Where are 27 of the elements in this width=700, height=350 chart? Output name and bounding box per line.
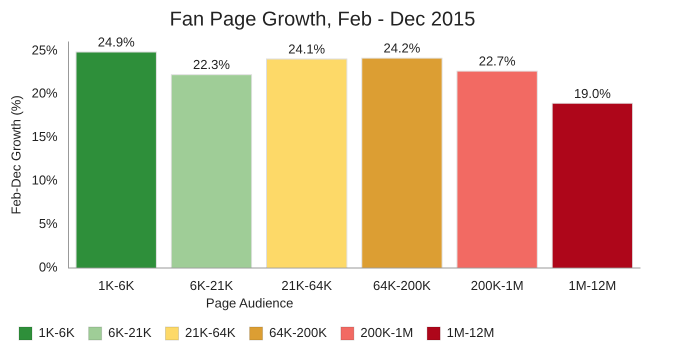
legend-label: 200K-1M: [360, 325, 414, 340]
data-label: 24.2%: [383, 40, 421, 56]
legend-label: 21K-64K: [184, 325, 236, 340]
legend-label: 1K-6K: [38, 325, 75, 340]
legend-label: 1M-12M: [446, 325, 494, 340]
x-tick-label: 6K-21K: [190, 278, 234, 294]
x-tick-label: 1K-6K: [98, 278, 135, 294]
y-tick-label: 0%: [38, 259, 58, 274]
y-tick-label: 20%: [32, 86, 58, 101]
legend-title: Page Audience: [206, 295, 294, 310]
legend-label: 6K-21K: [108, 325, 152, 340]
data-label: 24.9%: [98, 34, 136, 50]
y-tick-label: 25%: [32, 42, 58, 58]
data-label: 22.7%: [478, 54, 516, 69]
data-label: 19.0%: [574, 86, 612, 101]
legend-label: 64K-200K: [269, 325, 328, 340]
data-label: 22.3%: [193, 57, 230, 72]
x-tick-label: 200K-1M: [470, 278, 524, 294]
x-tick-label: 1M-12M: [568, 278, 616, 294]
data-label: 24.1%: [288, 42, 326, 57]
chart-title: Fan Page Growth, Feb - Dec 2015: [170, 8, 476, 31]
x-tick-label: 64K-200K: [373, 278, 432, 294]
y-tick-label: 10%: [32, 172, 58, 188]
y-tick-label: 5%: [38, 216, 58, 231]
y-axis-title: Feb-Dec Growth (%): [8, 95, 24, 214]
y-tick-label: 15%: [32, 129, 58, 144]
x-tick-label: 21K-64K: [281, 278, 332, 294]
